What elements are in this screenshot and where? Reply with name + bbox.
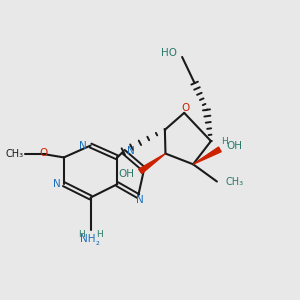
Text: H: H xyxy=(97,230,103,238)
Polygon shape xyxy=(193,147,221,164)
Text: NH: NH xyxy=(80,234,95,244)
Text: ₂: ₂ xyxy=(95,237,99,247)
Text: HO: HO xyxy=(161,48,177,59)
Polygon shape xyxy=(139,154,166,174)
Text: N: N xyxy=(79,140,87,151)
Text: H: H xyxy=(221,136,228,146)
Text: OH: OH xyxy=(226,141,242,152)
Text: O: O xyxy=(39,148,47,158)
Text: H: H xyxy=(78,230,85,238)
Text: O: O xyxy=(182,103,190,112)
Text: CH₃: CH₃ xyxy=(225,177,243,188)
Text: N: N xyxy=(52,179,60,189)
Text: CH₃: CH₃ xyxy=(6,148,24,159)
Text: N: N xyxy=(127,146,135,157)
Text: OH: OH xyxy=(118,169,134,179)
Text: N: N xyxy=(136,195,143,205)
